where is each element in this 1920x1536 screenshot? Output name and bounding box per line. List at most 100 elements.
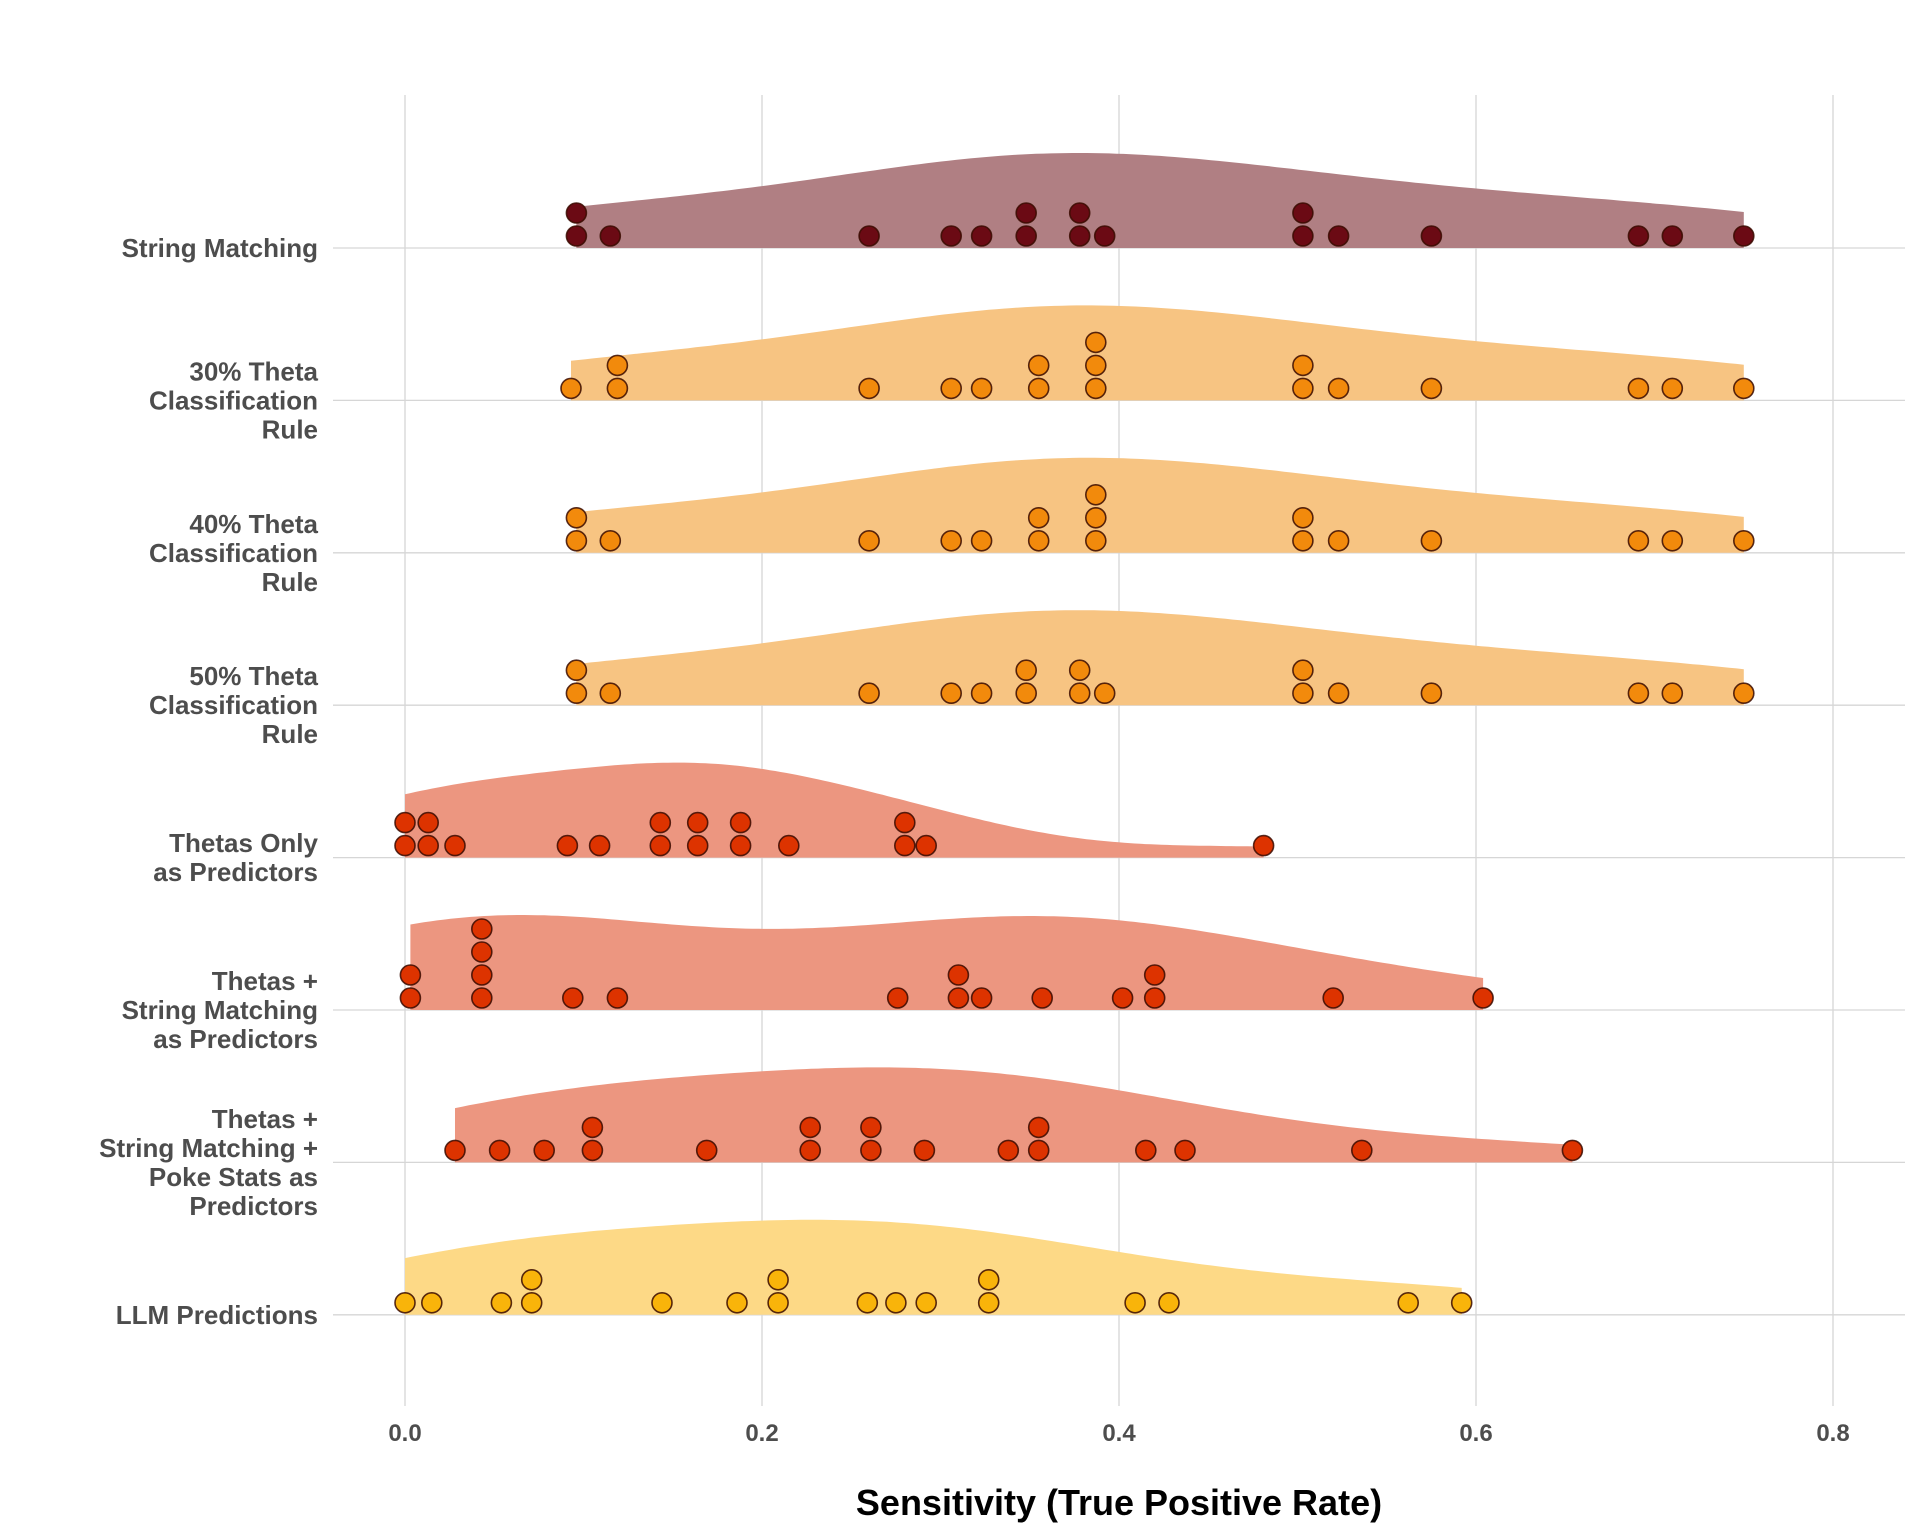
data-point <box>860 1116 882 1139</box>
data-point <box>1031 987 1053 1009</box>
data-point <box>1733 682 1755 705</box>
data-point <box>1733 377 1755 400</box>
density-clouds <box>405 153 1744 1315</box>
data-point <box>1661 225 1684 247</box>
data-point <box>1093 682 1116 705</box>
density-cloud <box>454 1067 1573 1163</box>
y-label-line: Thetas + <box>212 966 318 996</box>
data-point <box>1027 506 1050 529</box>
data-point <box>1292 506 1314 529</box>
data-point <box>599 225 622 247</box>
data-point <box>1111 987 1134 1009</box>
data-point <box>394 1292 416 1314</box>
y-category-label: LLM Predictions <box>116 1300 318 1330</box>
data-point <box>470 987 493 1009</box>
data-point <box>1450 1292 1473 1314</box>
data-points <box>394 202 1755 1314</box>
data-point <box>915 834 938 857</box>
data-point <box>1733 529 1755 552</box>
data-point <box>860 1139 882 1162</box>
data-point <box>1085 506 1107 529</box>
data-point <box>947 964 970 986</box>
data-point <box>444 1139 466 1162</box>
data-point <box>399 964 422 986</box>
y-category-label: String Matching <box>122 233 318 263</box>
data-point <box>1085 354 1107 377</box>
data-point <box>767 1292 789 1314</box>
y-category-label: Thetas + String Matching as Predictors <box>122 966 318 1054</box>
data-point <box>649 834 672 857</box>
data-point <box>1292 225 1314 247</box>
data-point <box>799 1116 822 1139</box>
y-label-line: String Matching <box>122 995 318 1025</box>
data-point <box>686 811 709 834</box>
data-point <box>970 987 993 1009</box>
data-point <box>1068 225 1091 247</box>
data-point <box>1322 987 1344 1009</box>
data-point <box>1027 1116 1050 1139</box>
data-point <box>726 1292 748 1314</box>
data-point <box>561 987 584 1009</box>
data-point <box>417 811 440 834</box>
data-point <box>947 987 970 1009</box>
data-point <box>420 1292 443 1314</box>
density-cloud <box>576 457 1744 553</box>
density-cloud <box>576 610 1744 706</box>
data-point <box>885 1292 907 1314</box>
data-point <box>417 834 440 857</box>
data-point <box>599 682 622 705</box>
x-axis-title: Sensitivity (True Positive Rate) <box>856 1482 1382 1523</box>
data-point <box>1015 682 1037 705</box>
x-tick-label: 0.8 <box>1816 1420 1849 1447</box>
data-point <box>1015 659 1037 682</box>
data-point <box>1292 377 1314 400</box>
density-cloud <box>571 305 1744 401</box>
data-point <box>1068 202 1091 224</box>
vertical-gridlines <box>404 95 1834 1406</box>
data-point <box>1093 225 1116 247</box>
data-point <box>1627 682 1650 705</box>
data-point <box>1561 1139 1584 1162</box>
data-point <box>970 225 993 247</box>
density-cloud <box>576 153 1744 248</box>
data-point <box>1292 202 1314 224</box>
data-point <box>533 1139 556 1162</box>
data-point <box>1420 529 1443 552</box>
data-point <box>1158 1292 1180 1314</box>
data-point <box>858 529 880 552</box>
y-label-line: Rule <box>262 567 318 597</box>
data-point <box>1027 529 1050 552</box>
data-point <box>649 811 672 834</box>
data-point <box>490 1292 513 1314</box>
data-point <box>970 682 993 705</box>
data-point <box>893 811 916 834</box>
y-label-line: Classification <box>149 385 318 415</box>
data-point <box>970 529 993 552</box>
data-point <box>1397 1292 1419 1314</box>
data-point <box>729 811 752 834</box>
y-label-line: as Predictors <box>153 1024 318 1054</box>
data-point <box>556 834 579 857</box>
data-point <box>1143 964 1166 986</box>
data-point <box>856 1292 879 1314</box>
data-point <box>488 1139 511 1162</box>
data-point <box>940 682 963 705</box>
data-point <box>1085 377 1107 400</box>
data-point <box>858 377 880 400</box>
y-label-line: LLM Predictions <box>116 1300 318 1330</box>
data-point <box>940 225 963 247</box>
data-point <box>565 202 588 224</box>
data-point <box>997 1139 1020 1162</box>
data-point <box>565 506 588 529</box>
data-point <box>565 682 588 705</box>
y-label-line: as Predictors <box>153 857 318 887</box>
x-tick-label: 0.6 <box>1459 1420 1492 1447</box>
x-tick-label: 0.4 <box>1102 1420 1136 1447</box>
data-point <box>777 834 800 857</box>
data-point <box>1733 225 1755 247</box>
data-point <box>520 1292 543 1314</box>
data-point <box>1327 529 1350 552</box>
data-point <box>470 964 493 986</box>
data-point <box>588 834 611 857</box>
